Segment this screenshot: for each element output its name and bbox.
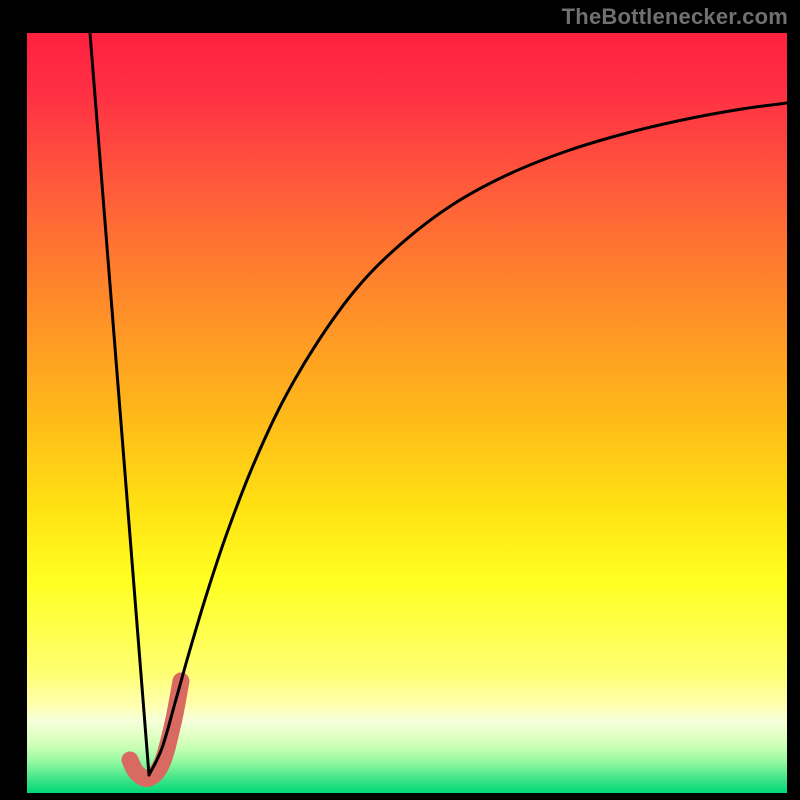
stage: TheBottlenecker.com: [0, 0, 800, 800]
plot-area: [27, 33, 787, 793]
watermark-text: TheBottlenecker.com: [562, 4, 788, 30]
plot-svg: [27, 33, 787, 793]
